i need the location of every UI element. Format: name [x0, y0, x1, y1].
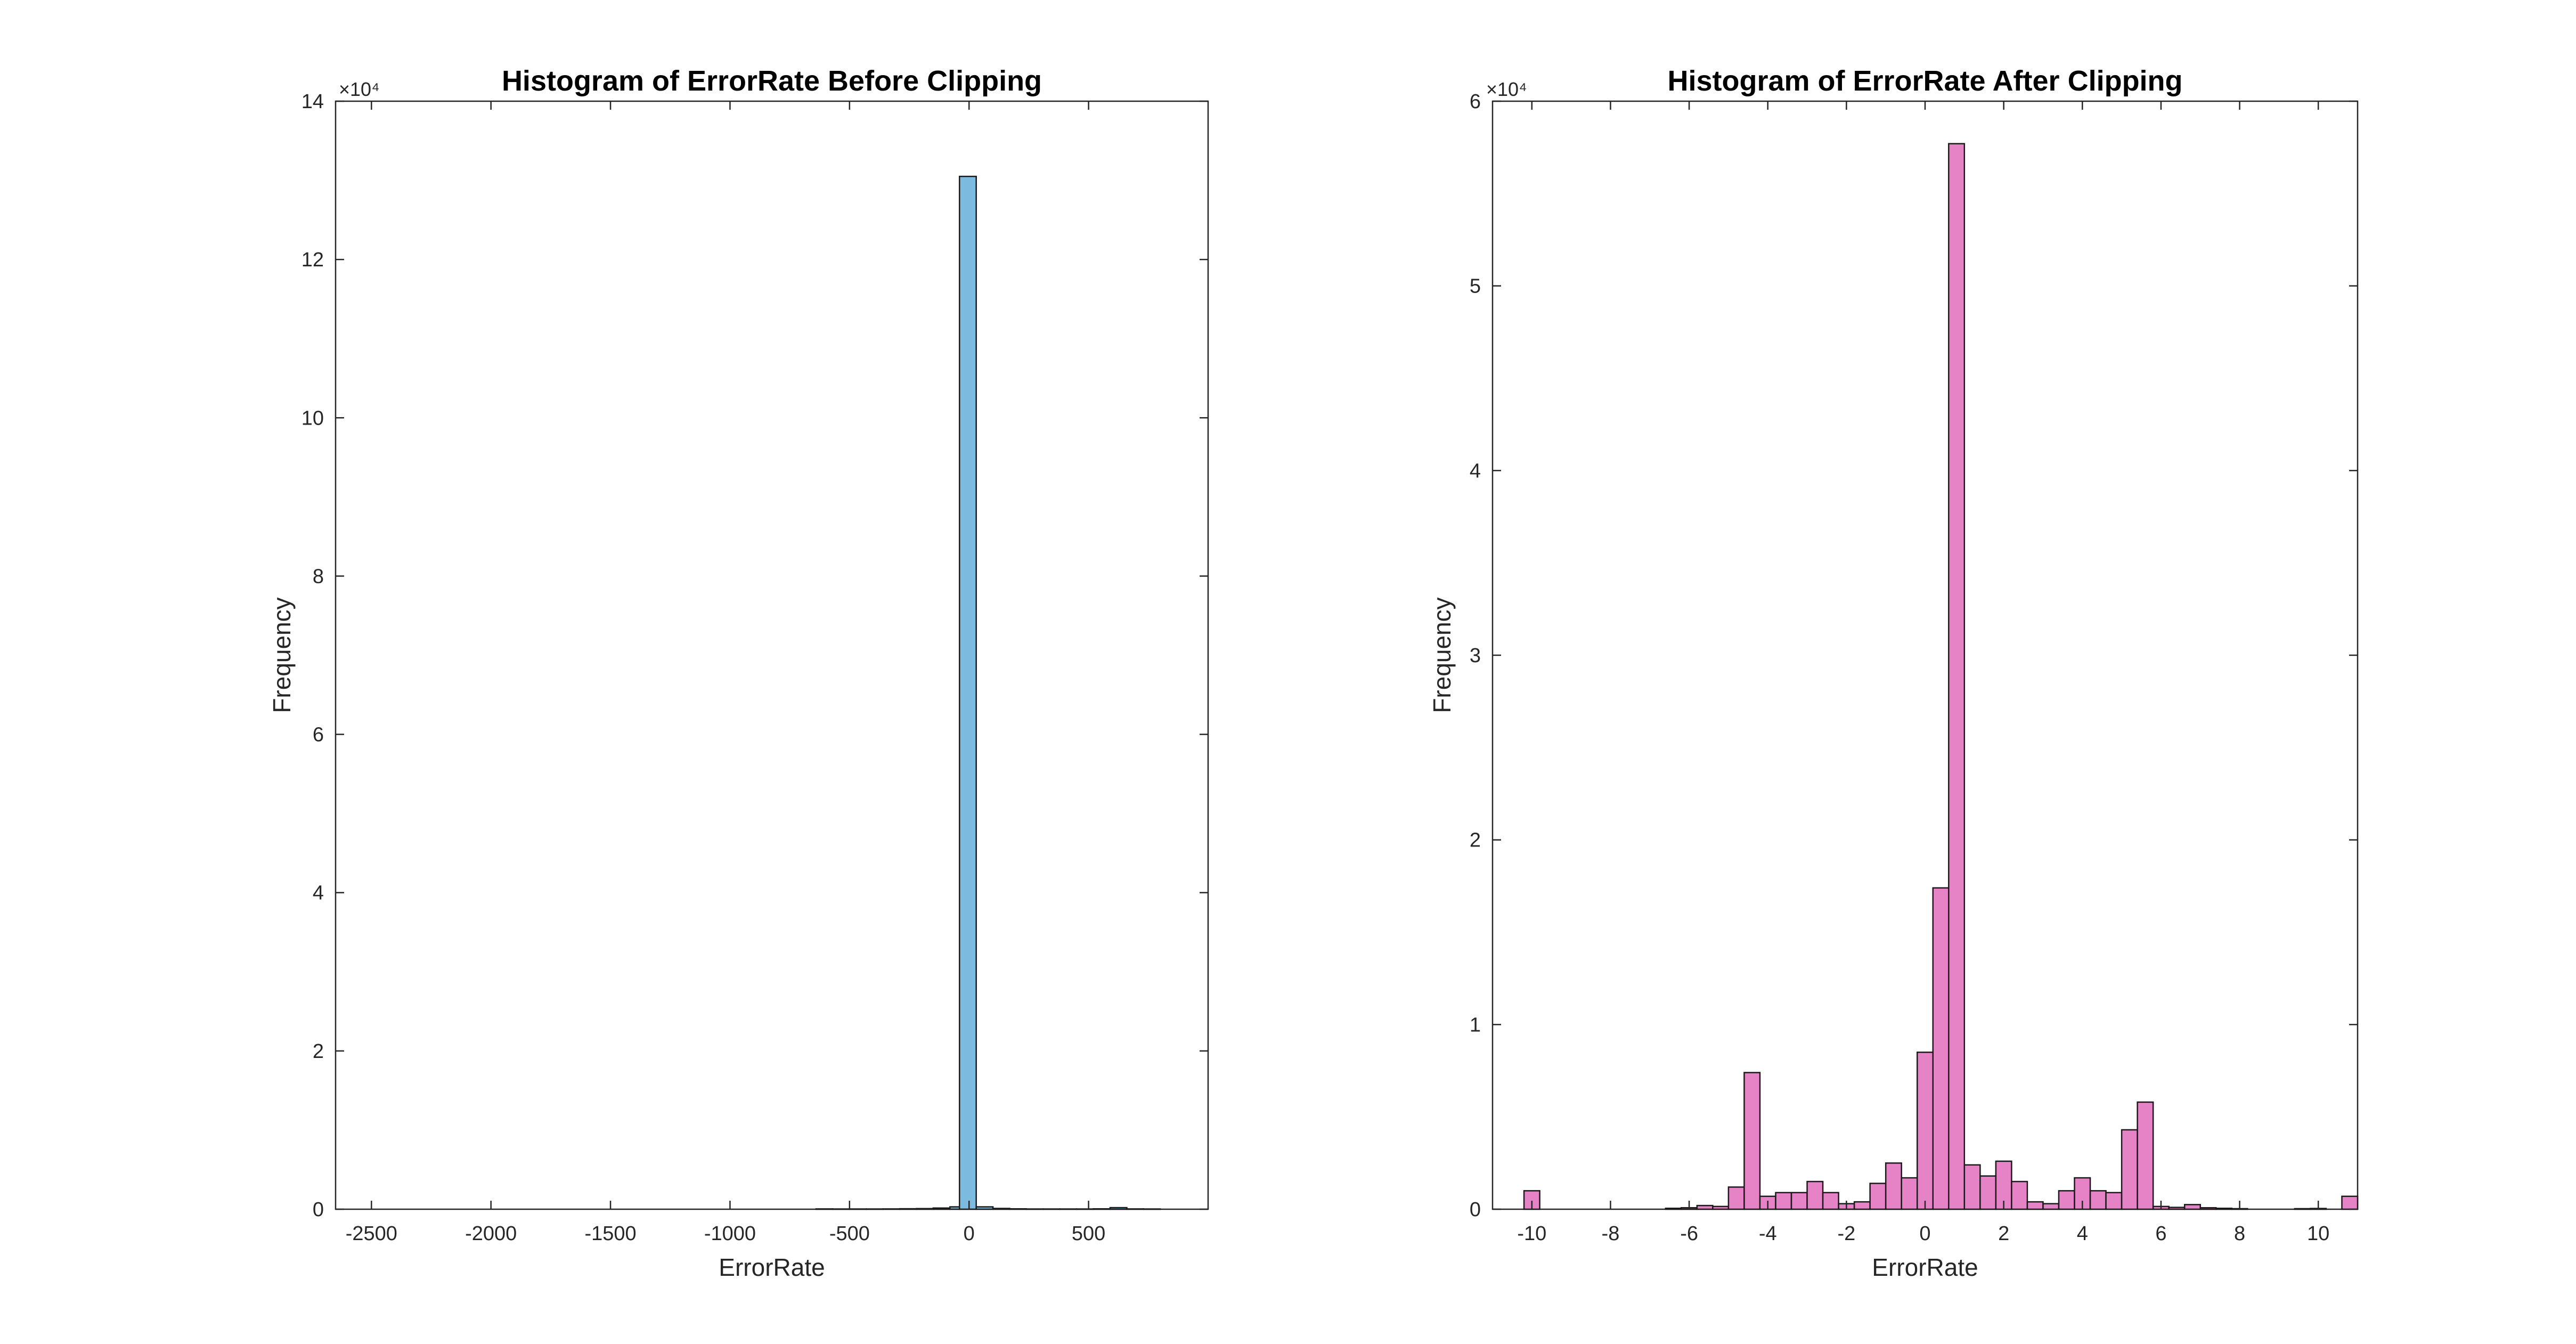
right-chart-title: Histogram of ErrorRate After Clipping: [1667, 65, 2182, 97]
right-y-tick-label-4: 4: [1470, 460, 1481, 482]
right-bar-17: [1790, 1192, 1808, 1210]
left-y-tick-label-2: 4: [313, 882, 324, 905]
right-bar-11: [1696, 1204, 1714, 1210]
left-x-axis-label: ErrorRate: [719, 1253, 825, 1281]
right-x-axis-label: ErrorRate: [1872, 1253, 1978, 1281]
right-y-tick-label-1: 1: [1470, 1014, 1481, 1036]
right-bar-16: [1775, 1192, 1792, 1210]
left-y-ticks: 0 2 4 6 8 10 12 14: [301, 91, 1208, 1221]
left-x-tick-label-3: -1000: [704, 1223, 756, 1245]
left-y-axis-label: Frequency: [268, 597, 296, 713]
right-bar-42: [2183, 1204, 2201, 1210]
right-bar-29: [1979, 1175, 1997, 1210]
right-bar-19: [1822, 1192, 1839, 1210]
right-bar-31: [2011, 1180, 2028, 1210]
left-y-tick-label-4: 8: [313, 565, 324, 588]
left-x-tick-label-5: 0: [964, 1223, 975, 1245]
right-y-axis-label: Frequency: [1428, 597, 1456, 713]
right-bar-44: [2215, 1208, 2233, 1210]
right-x-tick-label-2: -6: [1680, 1223, 1698, 1245]
chart-before-clipping: -2500 -2000 -1500 -1000 -500 0 500 0 2 4 6 8 10 12 14…: [268, 65, 1209, 1281]
left-x-tick-label-6: 500: [1072, 1223, 1105, 1245]
right-x-tick-label-4: -2: [1837, 1223, 1855, 1245]
right-y-tick-label-5: 5: [1470, 275, 1481, 298]
right-y-exponent-label: ×10⁴: [1486, 78, 1527, 100]
left-y-exponent-label: ×10⁴: [339, 78, 380, 100]
right-bar-26: [1932, 887, 1950, 1210]
right-x-tick-label-7: 4: [2077, 1223, 2088, 1245]
left-bar-7: [932, 1207, 951, 1210]
right-bar-21: [1853, 1201, 1871, 1210]
right-x-tick-label-0: -10: [1517, 1223, 1546, 1245]
right-bar-35: [2074, 1177, 2091, 1210]
right-bar-43: [2199, 1207, 2217, 1210]
left-y-tick-label-6: 12: [301, 249, 324, 271]
right-bar-14: [1743, 1072, 1761, 1210]
left-y-tick-label-5: 10: [301, 407, 324, 429]
left-bar-20: [1143, 1208, 1161, 1210]
right-bar-41: [2168, 1207, 2186, 1210]
left-bar-14: [1042, 1208, 1061, 1210]
left-y-tick-label-7: 14: [301, 91, 324, 113]
right-x-tick-label-5: 0: [1919, 1223, 1930, 1245]
left-bar-10: [975, 1206, 994, 1210]
left-plot-frame: [335, 100, 1209, 1210]
chart-after-clipping: -10 -8 -6 -4 -2 0 2 4 6 8 10 0 1 2 3 4 5 6 Histogram of …: [1428, 65, 2359, 1281]
left-x-tick-label-1: -2000: [465, 1223, 517, 1245]
right-x-tick-label-9: 8: [2234, 1223, 2245, 1245]
right-bar-13: [1727, 1186, 1745, 1210]
right-bar-12: [1712, 1205, 1730, 1210]
left-bar-3: [866, 1208, 884, 1210]
right-x-tick-label-6: 2: [1998, 1223, 2009, 1245]
right-bar-39: [2137, 1101, 2154, 1210]
right-x-tick-label-10: 10: [2307, 1223, 2329, 1245]
left-bar-8: [949, 1206, 960, 1210]
right-y-tick-label-3: 3: [1470, 645, 1481, 667]
left-x-ticks: -2500 -2000 -1500 -1000 -500 0 500: [346, 101, 1105, 1245]
right-bar-9: [1665, 1208, 1682, 1210]
right-x-tick-label-3: -4: [1759, 1223, 1777, 1245]
left-bars: [815, 175, 1161, 1210]
right-bar-22: [1869, 1183, 1887, 1210]
right-y-ticks: 0 1 2 3 4 5 6: [1470, 91, 2358, 1221]
right-y-tick-label-2: 2: [1470, 829, 1481, 852]
left-bar-15: [1059, 1208, 1078, 1210]
right-bar-36: [2089, 1190, 2107, 1210]
right-bars: [1523, 143, 2359, 1210]
left-y-tick-label-1: 2: [313, 1040, 324, 1063]
left-x-tick-label-4: -500: [829, 1223, 870, 1245]
right-x-tick-label-1: -8: [1602, 1223, 1620, 1245]
right-y-tick-label-6: 6: [1470, 91, 1481, 113]
left-chart-title: Histogram of ErrorRate Before Clipping: [502, 65, 1042, 97]
right-bar-23: [1885, 1162, 1902, 1210]
left-bar-13: [1025, 1208, 1044, 1210]
left-bar-2: [849, 1208, 867, 1210]
left-x-tick-label-2: -1500: [584, 1223, 636, 1245]
right-bar-38: [2121, 1129, 2138, 1210]
left-y-tick-label-0: 0: [313, 1199, 324, 1221]
left-bar-1: [832, 1208, 851, 1210]
right-bar-34: [2058, 1190, 2075, 1210]
left-y-tick-label-3: 6: [313, 724, 324, 746]
left-x-tick-label-0: -2500: [346, 1223, 397, 1245]
left-bar-18: [1109, 1207, 1128, 1210]
right-bar-18: [1806, 1180, 1824, 1210]
right-x-tick-label-8: 6: [2155, 1223, 2166, 1245]
right-bar-27: [1948, 143, 1966, 1210]
right-bar-32: [2026, 1201, 2044, 1210]
right-bar-52: [2341, 1195, 2359, 1210]
left-bar-9: [959, 175, 977, 1210]
right-x-ticks: -10 -8 -6 -4 -2 0 2 4 6 8 10: [1517, 101, 2329, 1245]
right-bar-33: [2042, 1203, 2060, 1210]
right-bar-37: [2105, 1192, 2123, 1210]
right-bar-24: [1901, 1177, 1918, 1210]
right-y-tick-label-0: 0: [1470, 1199, 1481, 1221]
left-bar-16: [1075, 1208, 1094, 1210]
right-bar-28: [1963, 1164, 1981, 1210]
right-bar-25: [1916, 1052, 1934, 1210]
